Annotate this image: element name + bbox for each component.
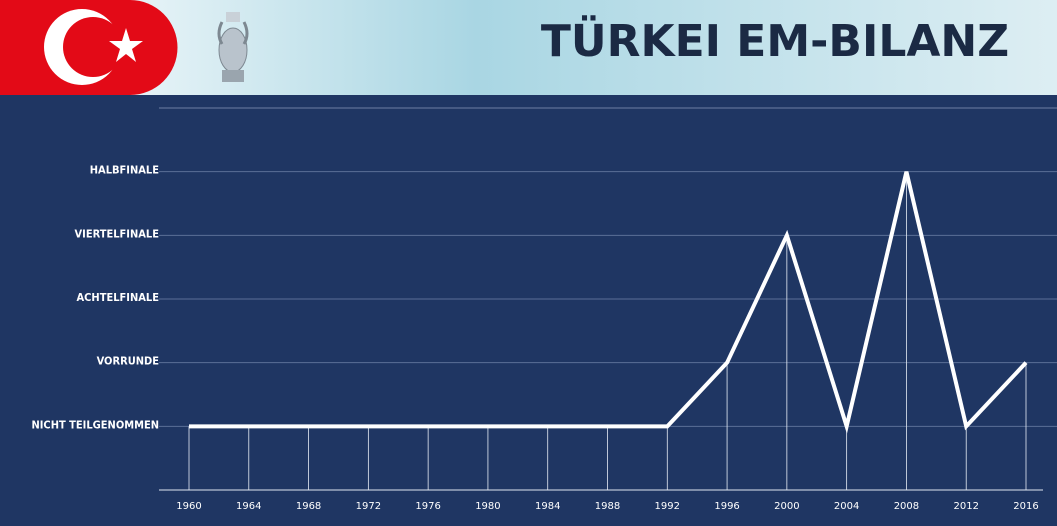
x-tick-label: 1968: [296, 501, 321, 512]
y-tick-label: VORRUNDE: [97, 355, 160, 368]
chart-title: TÜRKEI EM-BILANZ: [541, 14, 1009, 67]
x-tick-label: 2004: [834, 501, 859, 512]
x-tick-label: 1984: [535, 501, 560, 512]
y-tick-label: HALBFINALE: [90, 164, 159, 177]
plot-background: [0, 95, 1057, 526]
x-tick-label: 1992: [655, 501, 680, 512]
y-tick-label: NICHT TEILGENOMMEN: [31, 418, 159, 431]
trophy-icon: [217, 12, 249, 82]
flag-crescent-inner: [63, 17, 123, 77]
flag-star: [109, 28, 143, 62]
x-tick-label: 1996: [714, 501, 739, 512]
x-tick-label: 1972: [356, 501, 381, 512]
x-tick-label: 2000: [774, 501, 799, 512]
y-tick-label: VIERTELFINALE: [75, 227, 160, 240]
x-tick-label: 2012: [953, 501, 978, 512]
x-tick-label: 2016: [1013, 501, 1038, 512]
y-tick-label: ACHTELFINALE: [77, 291, 160, 304]
x-tick-label: 1964: [236, 501, 261, 512]
x-tick-label: 1980: [475, 501, 500, 512]
x-tick-label: 1976: [415, 501, 440, 512]
x-tick-label: 2008: [894, 501, 919, 512]
x-tick-label: 1988: [595, 501, 620, 512]
x-tick-label: 1960: [176, 501, 201, 512]
line-series: [189, 171, 1028, 434]
